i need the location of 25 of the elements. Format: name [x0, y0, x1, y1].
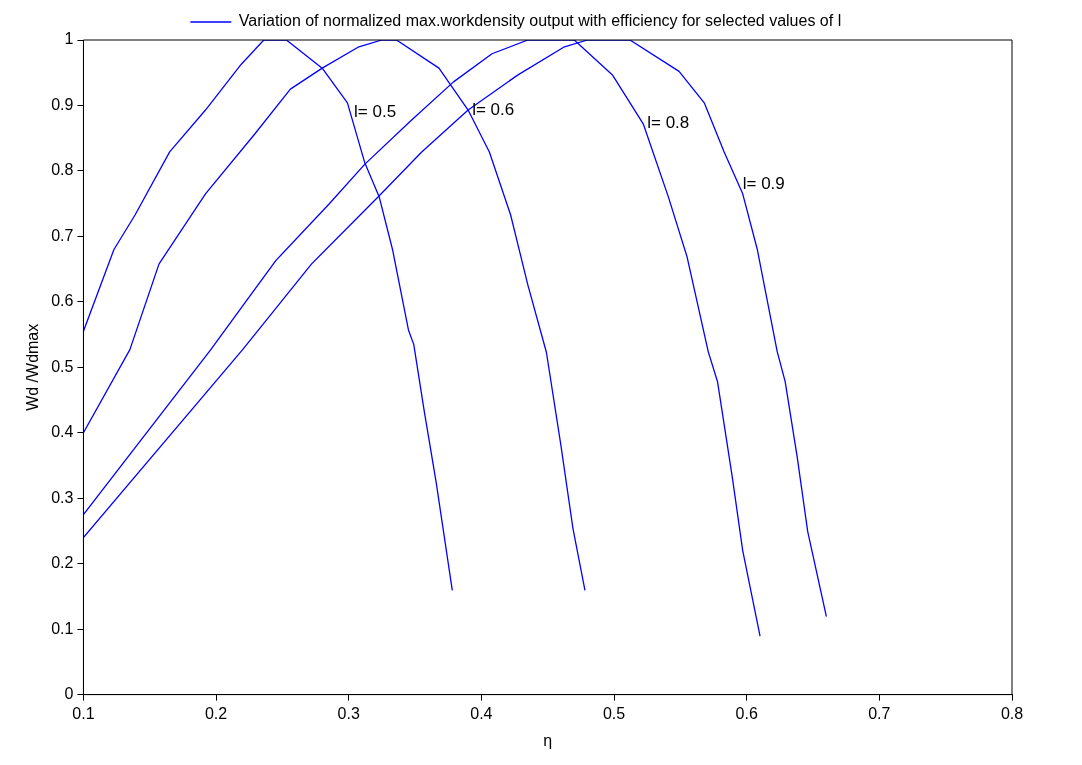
annotation: l= 0.9 — [742, 174, 785, 194]
annotation: l= 0.6 — [472, 99, 515, 119]
y-tick-label: 0.9 — [51, 95, 74, 113]
legend-label: Variation of normalized max.workdensity output with efficiency for selected values of l — [238, 12, 842, 30]
y-tick-label: 0.4 — [51, 423, 74, 441]
x-tick-label: 0.2 — [204, 704, 228, 722]
annotation: l= 0.8 — [647, 113, 690, 133]
y-tick-label: 1 — [64, 30, 74, 48]
y-tick-label: 0.6 — [51, 292, 74, 310]
x-tick-label: 0.8 — [1000, 704, 1024, 722]
x-tick-label: 0.5 — [602, 704, 626, 722]
x-tick-label: 0.4 — [470, 704, 493, 722]
x-tick-label: 0.7 — [868, 704, 891, 722]
y-tick-label: 0.1 — [51, 619, 74, 637]
x-tick-label: 0.6 — [735, 704, 758, 722]
x-tick-label: 0.3 — [337, 704, 360, 722]
y-tick-label: 0.8 — [51, 161, 74, 179]
y-tick-label: 0.5 — [51, 357, 74, 375]
annotation: l= 0.5 — [354, 101, 397, 121]
y-tick-label: 0.2 — [51, 554, 74, 572]
y-tick-label: 0.3 — [51, 488, 74, 506]
x-axis-title: η — [543, 731, 553, 749]
y-tick-label: 0.7 — [51, 226, 74, 244]
y-tick-label: 0 — [64, 685, 74, 703]
y-axis-title: Wd /Wdmax — [24, 323, 42, 411]
